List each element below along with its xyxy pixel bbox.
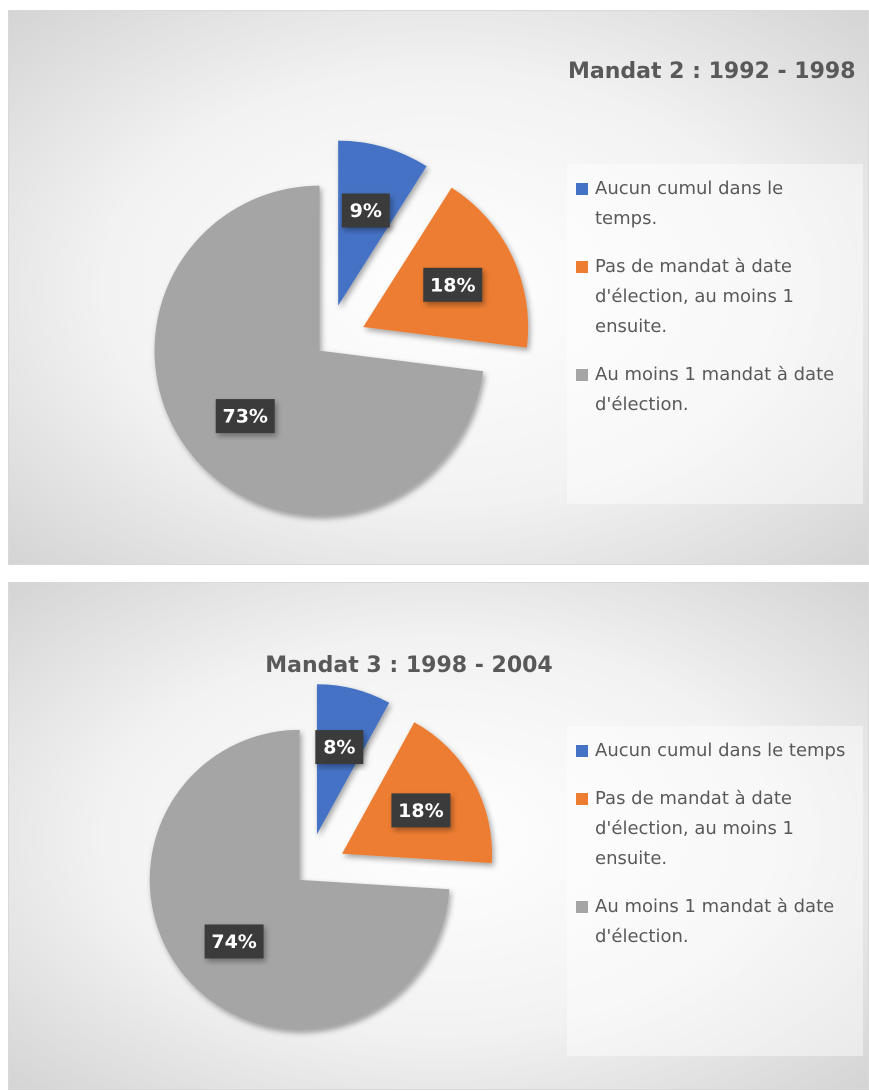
chart-title: Mandat 3 : 1998 - 2004 — [265, 653, 553, 678]
data-label-box — [315, 730, 364, 765]
pie-slice — [154, 185, 484, 516]
legend-swatch — [576, 369, 588, 381]
legend: Aucun cumul dans le temps. Pas de mandat … — [567, 164, 863, 504]
legend-item: Aucun cumul dans le temps. — [567, 174, 850, 234]
legend-item: Pas de mandat à date d'élection, au moin… — [567, 784, 850, 874]
legend-item: Aucun cumul dans le temps — [567, 736, 850, 766]
legend-swatch — [576, 793, 588, 805]
data-label: 74% — [211, 931, 256, 953]
pie: 9% 18% 73% — [154, 140, 529, 516]
data-label: 18% — [398, 800, 443, 822]
legend-label: Au moins 1 mandat à date d'élection. — [595, 364, 835, 415]
legend-label: Aucun cumul dans le temps. — [595, 178, 784, 229]
legend-swatch — [576, 745, 588, 757]
pie: 8% 18% 74% — [149, 684, 493, 1030]
legend-swatch — [576, 901, 588, 913]
chart: Mandat 3 : 1998 - 2004 8% 18% 74% Aucun cumu… — [8, 582, 869, 1090]
legend-item: Pas de mandat à date d'élection, au moin… — [567, 252, 850, 342]
legend-item: Au moins 1 mandat à date d'élection. — [567, 360, 850, 420]
pie-slice — [363, 187, 529, 348]
data-label-box — [391, 793, 451, 828]
chart-title: Mandat 2 : 1992 - 1998 — [568, 59, 856, 84]
data-label: 73% — [222, 406, 267, 428]
legend-label: Au moins 1 mandat à date d'élection. — [595, 896, 835, 947]
data-label: 9% — [350, 200, 382, 222]
legend-swatch — [576, 183, 588, 195]
legend-item: Au moins 1 mandat à date d'élection. — [567, 892, 850, 952]
data-label-box — [341, 193, 390, 228]
data-label: 18% — [430, 274, 475, 296]
pie-slice — [342, 722, 493, 864]
data-label-box — [204, 924, 264, 959]
legend-swatch — [576, 261, 588, 273]
legend-label: Pas de mandat à date d'élection, au moin… — [595, 788, 795, 869]
data-label: 8% — [323, 737, 355, 759]
chart: Mandat 2 : 1992 - 1998 9% 18% 73% Aucun cumu… — [8, 10, 869, 565]
data-label-box — [423, 267, 483, 302]
data-label-box — [215, 399, 275, 434]
legend-label: Pas de mandat à date d'élection, au moin… — [595, 256, 795, 337]
legend-label: Aucun cumul dans le temps — [595, 740, 846, 761]
legend: Aucun cumul dans le temps Pas de mandat à… — [567, 726, 863, 1056]
